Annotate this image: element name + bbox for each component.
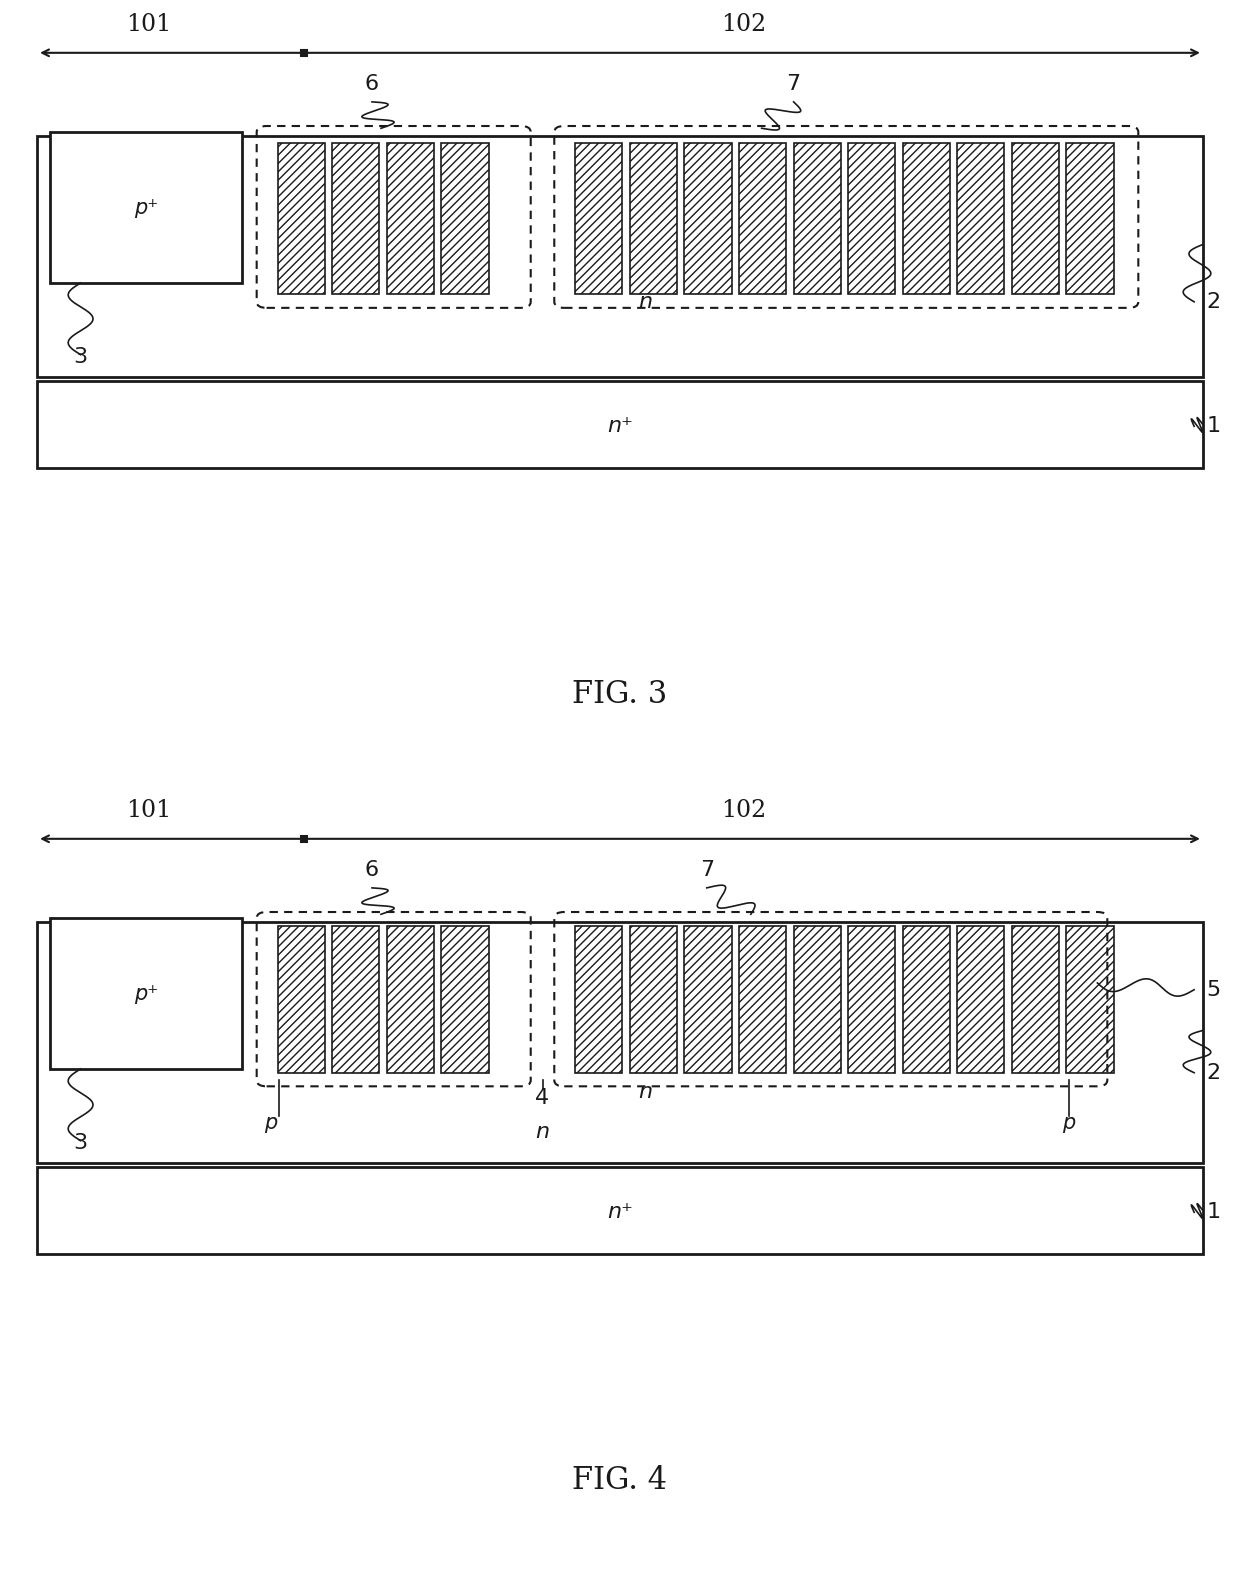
Text: 1: 1 [1207, 1203, 1220, 1223]
Text: n: n [536, 1122, 549, 1141]
Bar [575, 143, 622, 294]
Bar [848, 926, 895, 1072]
Bar [794, 926, 841, 1072]
Text: 6: 6 [365, 74, 379, 94]
Bar [1012, 926, 1059, 1072]
Bar [957, 926, 1004, 1072]
Text: p⁺: p⁺ [134, 198, 159, 217]
Text: 7: 7 [786, 74, 801, 94]
Bar [739, 143, 786, 294]
Text: 2: 2 [1207, 292, 1220, 311]
Bar [37, 135, 1203, 377]
Bar [957, 143, 1004, 294]
Text: p⁺: p⁺ [134, 984, 159, 1003]
Text: 102: 102 [722, 13, 766, 36]
Bar [332, 926, 379, 1072]
Bar [37, 380, 1203, 468]
Bar [684, 143, 732, 294]
Bar [278, 926, 325, 1072]
Text: FIG. 4: FIG. 4 [573, 1465, 667, 1495]
Bar [387, 926, 434, 1072]
Text: 2: 2 [1207, 1063, 1220, 1083]
Text: 5: 5 [1207, 979, 1220, 1000]
Text: 3: 3 [73, 1133, 88, 1154]
Text: n⁺: n⁺ [608, 1203, 632, 1223]
Bar [848, 143, 895, 294]
Text: 7: 7 [699, 860, 714, 880]
Bar [37, 921, 1203, 1163]
Bar [37, 1166, 1203, 1254]
Bar [50, 132, 242, 283]
Bar [1012, 143, 1059, 294]
Bar [684, 926, 732, 1072]
Text: p: p [1063, 1113, 1075, 1133]
Bar [575, 926, 622, 1072]
Bar [387, 143, 434, 294]
Text: 101: 101 [126, 13, 171, 36]
Bar [630, 143, 677, 294]
Bar [441, 926, 489, 1072]
Bar [903, 143, 950, 294]
Text: FIG. 3: FIG. 3 [573, 679, 667, 709]
Bar [1066, 926, 1114, 1072]
Text: 102: 102 [722, 799, 766, 822]
Text: 101: 101 [126, 799, 171, 822]
Bar [739, 926, 786, 1072]
Bar [794, 143, 841, 294]
Bar [278, 143, 325, 294]
Text: 1: 1 [1207, 417, 1220, 437]
Bar [1066, 143, 1114, 294]
Text: p: p [264, 1113, 277, 1133]
Bar [50, 918, 242, 1069]
Text: 4: 4 [536, 1088, 549, 1108]
Text: n: n [637, 1082, 652, 1102]
Text: 3: 3 [73, 347, 88, 368]
Text: n: n [637, 292, 652, 311]
Bar [903, 926, 950, 1072]
Bar [441, 143, 489, 294]
Bar [332, 143, 379, 294]
Text: 6: 6 [365, 860, 379, 880]
Text: n⁺: n⁺ [608, 417, 632, 437]
Bar [630, 926, 677, 1072]
